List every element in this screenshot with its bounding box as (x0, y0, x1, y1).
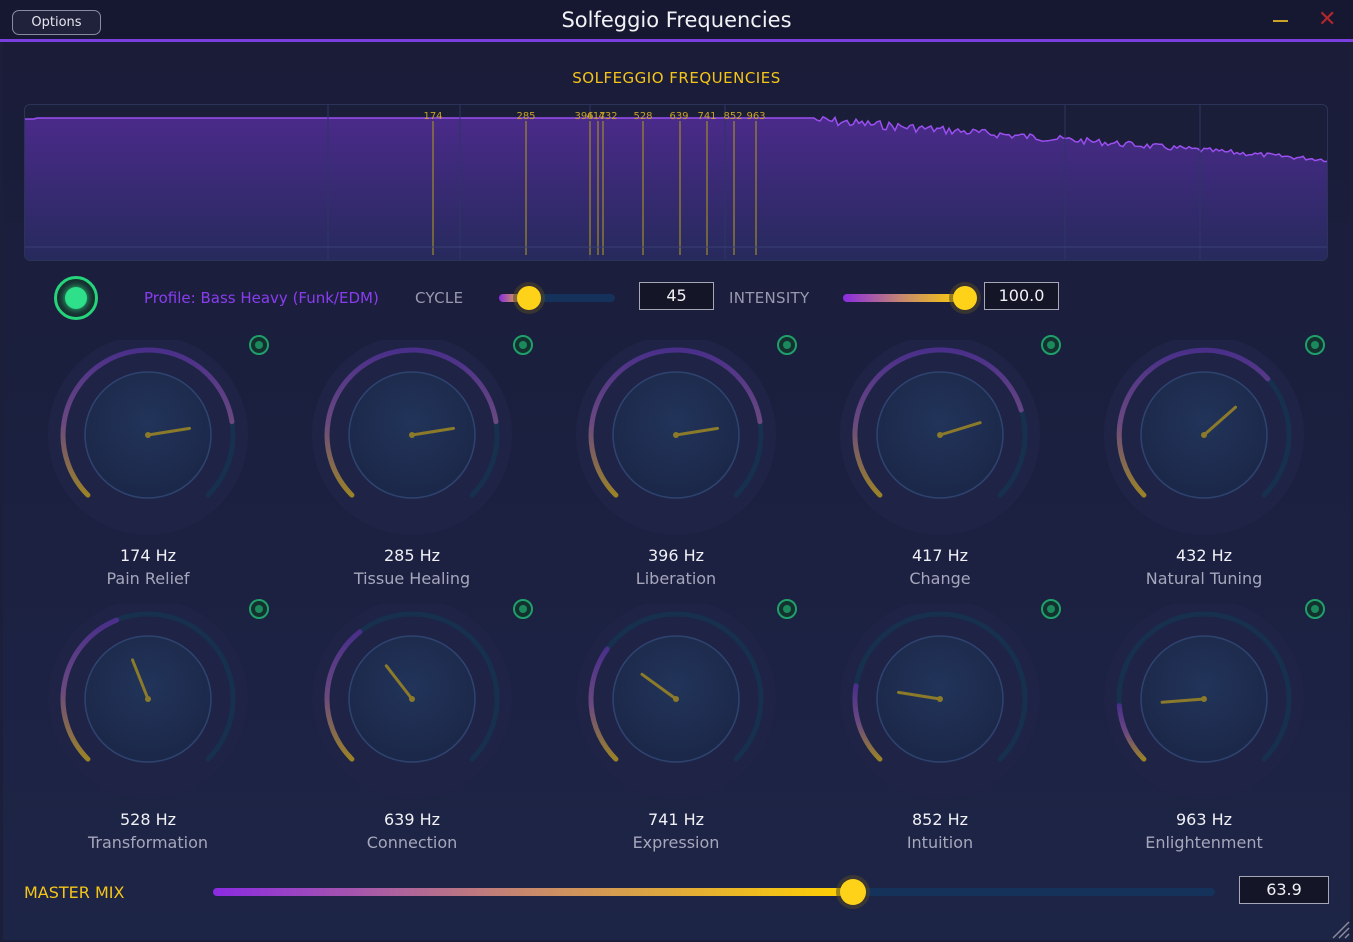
knob-label: Transformation (87, 833, 209, 852)
knob-frequency: 852 Hz (911, 810, 969, 829)
master-mix-slider[interactable] (213, 879, 1215, 905)
power-toggle[interactable] (54, 276, 98, 320)
frequency-marker-label: 396 (574, 111, 593, 122)
frequency-marker-label: 174 (423, 111, 442, 122)
intensity-slider-thumb[interactable] (953, 286, 977, 310)
title-bar: Options Solfeggio Frequencies ✕ (0, 0, 1353, 42)
intensity-value-field[interactable]: 100.0 (984, 282, 1059, 310)
frequency-marker-label: 432 (598, 111, 617, 122)
knob-1[interactable]: 174 Hz Pain Relief (28, 335, 269, 590)
knob-3[interactable]: 396 Hz Liberation (556, 335, 797, 590)
knob-frequency: 174 Hz (119, 546, 177, 565)
knob-10[interactable]: 963 Hz Enlightenment (1084, 599, 1325, 854)
cycle-slider-fill (499, 294, 530, 302)
knob-8[interactable]: 741 Hz Expression (556, 599, 797, 854)
knob-enable-led-icon[interactable] (1305, 335, 1325, 355)
knob-label: Tissue Healing (353, 569, 471, 588)
spectrum-area (25, 116, 1327, 260)
spectrum-display: 174 285 396 417 432 528 639 741 852 963 (24, 104, 1328, 261)
knob-6[interactable]: 528 Hz Transformation (28, 599, 269, 854)
knob-7[interactable]: 639 Hz Connection (292, 599, 533, 854)
frequency-marker-label: 852 (723, 111, 742, 122)
knob-frequency: 432 Hz (1175, 546, 1233, 565)
master-mix-slider-thumb[interactable] (840, 879, 867, 905)
frequency-marker-label: 528 (633, 111, 652, 122)
master-mix-value-field[interactable]: 63.9 (1239, 876, 1329, 904)
knob-label: Connection (366, 833, 458, 852)
knob-label: Intuition (906, 833, 974, 852)
cycle-slider-thumb[interactable] (517, 286, 542, 310)
master-mix-slider-fill (213, 888, 854, 896)
knob-frequency: 417 Hz (911, 546, 969, 565)
knob-frequency: 285 Hz (383, 546, 441, 565)
knob-enable-led-icon[interactable] (1041, 599, 1061, 619)
cycle-label: CYCLE (415, 289, 464, 307)
knob-label: Liberation (635, 569, 717, 588)
knob-label: Natural Tuning (1145, 569, 1263, 588)
cycle-slider[interactable] (499, 286, 615, 310)
intensity-slider-fill (843, 294, 965, 302)
intensity-slider[interactable] (843, 286, 977, 310)
knob-frequency: 528 Hz (119, 810, 177, 829)
knob-enable-led-icon[interactable] (513, 599, 533, 619)
knob-enable-led-icon[interactable] (513, 335, 533, 355)
knob-9[interactable]: 852 Hz Intuition (820, 599, 1061, 854)
knob-enable-led-icon[interactable] (1305, 599, 1325, 619)
knob-enable-led-icon[interactable] (777, 335, 797, 355)
knob-label: Change (909, 569, 971, 588)
intensity-label: INTENSITY (729, 289, 810, 307)
frequency-marker-label: 741 (697, 111, 716, 122)
knob-label: Enlightenment (1145, 833, 1263, 852)
frequency-marker-label: 417 (586, 111, 605, 122)
knob-5[interactable]: 432 Hz Natural Tuning (1084, 335, 1325, 590)
knob-label: Pain Relief (106, 569, 190, 588)
options-button[interactable]: Options (12, 10, 101, 35)
resize-grip-icon[interactable] (1328, 917, 1350, 939)
knob-frequency: 639 Hz (383, 810, 441, 829)
knob-frequency: 741 Hz (647, 810, 705, 829)
spectrum-line (25, 115, 1327, 163)
profile-label[interactable]: Profile: Bass Heavy (Funk/EDM) (144, 289, 379, 307)
cycle-value-field[interactable]: 45 (639, 282, 714, 310)
knob-2[interactable]: 285 Hz Tissue Healing (292, 335, 533, 590)
minimize-icon[interactable] (1273, 20, 1288, 22)
frequency-marker-label: 285 (516, 111, 535, 122)
spectrum-title: SOLFEGGIO FREQUENCIES (572, 69, 781, 87)
close-icon[interactable]: ✕ (1318, 7, 1337, 32)
knob-enable-led-icon[interactable] (1041, 335, 1061, 355)
power-led-icon (65, 287, 87, 309)
window-title: Solfeggio Frequencies (561, 8, 792, 32)
knob-frequency: 963 Hz (1175, 810, 1233, 829)
knob-enable-led-icon[interactable] (777, 599, 797, 619)
frequency-marker-label: 963 (746, 111, 765, 122)
knob-frequency: 396 Hz (647, 546, 705, 565)
frequency-marker-label: 639 (669, 111, 688, 122)
knob-enable-led-icon[interactable] (249, 599, 269, 619)
knob-4[interactable]: 417 Hz Change (820, 335, 1061, 590)
knob-enable-led-icon[interactable] (249, 335, 269, 355)
master-mix-label: MASTER MIX (24, 883, 125, 902)
knob-label: Expression (632, 833, 720, 852)
